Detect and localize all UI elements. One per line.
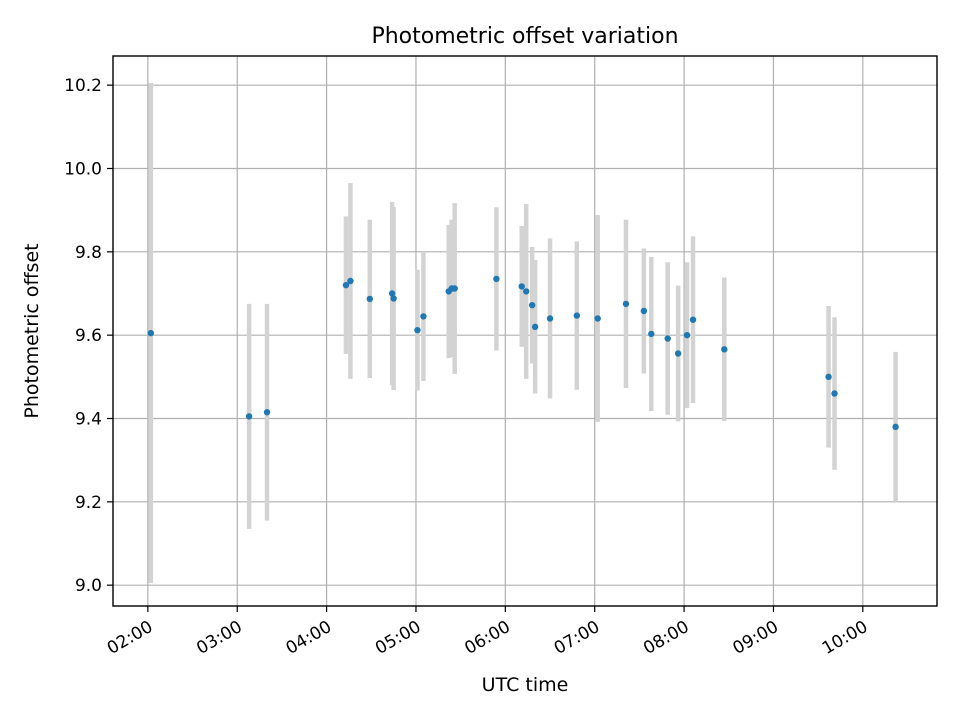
data-point xyxy=(546,315,554,322)
data-point xyxy=(831,390,838,397)
data-point xyxy=(825,373,832,381)
data-point xyxy=(573,312,581,319)
data-point xyxy=(263,409,271,416)
y-tick-label: 10.2 xyxy=(64,76,102,96)
y-tick-label: 10.0 xyxy=(64,160,102,180)
data-point xyxy=(522,288,530,295)
data-point xyxy=(420,313,427,320)
x-axis-ticks: 02:00 03:00 04:00 05:00 06:00 07:00 08:00 09:00… xyxy=(104,606,871,659)
data-point xyxy=(892,423,899,431)
data-point xyxy=(342,281,350,289)
x-axis-label: UTC time xyxy=(482,674,569,696)
data-point xyxy=(388,290,396,297)
data-point xyxy=(531,323,539,331)
x-tick-label: 03:00 xyxy=(193,617,245,659)
data-point xyxy=(674,350,682,357)
data-point xyxy=(147,329,155,337)
data-point xyxy=(594,315,601,322)
data-point xyxy=(390,295,397,302)
x-tick-label: 08:00 xyxy=(640,617,692,659)
y-tick-label: 9.6 xyxy=(75,326,102,346)
y-tick-label: 9.8 xyxy=(75,243,102,263)
data-point xyxy=(347,277,354,285)
plot-frame xyxy=(112,55,938,607)
y-axis-label: Photometric offset xyxy=(21,243,43,418)
data-point xyxy=(689,316,697,323)
data-point xyxy=(721,346,728,353)
data-point xyxy=(528,301,536,309)
y-tick-label: 9.4 xyxy=(75,410,102,430)
data-point xyxy=(622,300,630,308)
x-tick-label: 05:00 xyxy=(372,617,424,659)
data-point xyxy=(683,331,691,339)
data-point xyxy=(451,285,458,292)
data-point xyxy=(366,295,373,303)
error-bars xyxy=(148,83,898,584)
x-tick-label: 02:00 xyxy=(104,617,156,659)
x-tick-label: 09:00 xyxy=(730,617,782,659)
data-point xyxy=(664,335,671,342)
data-point xyxy=(493,275,500,283)
data-points xyxy=(147,275,899,431)
y-axis-ticks: 9.0 9.2 9.4 9.6 9.8 10.0 10.2 xyxy=(64,76,113,596)
data-point xyxy=(414,326,421,334)
y-tick-label: 9.2 xyxy=(75,493,102,513)
x-tick-label: 10:00 xyxy=(819,617,871,659)
x-tick-label: 07:00 xyxy=(551,617,603,659)
x-tick-label: 06:00 xyxy=(461,617,513,659)
x-tick-label: 04:00 xyxy=(283,617,335,659)
data-point xyxy=(245,413,253,420)
data-point xyxy=(640,307,648,315)
chart-title: Photometric offset variation xyxy=(371,24,678,49)
data-point xyxy=(648,330,655,338)
data-point xyxy=(518,283,525,290)
y-tick-label: 9.0 xyxy=(75,576,102,596)
